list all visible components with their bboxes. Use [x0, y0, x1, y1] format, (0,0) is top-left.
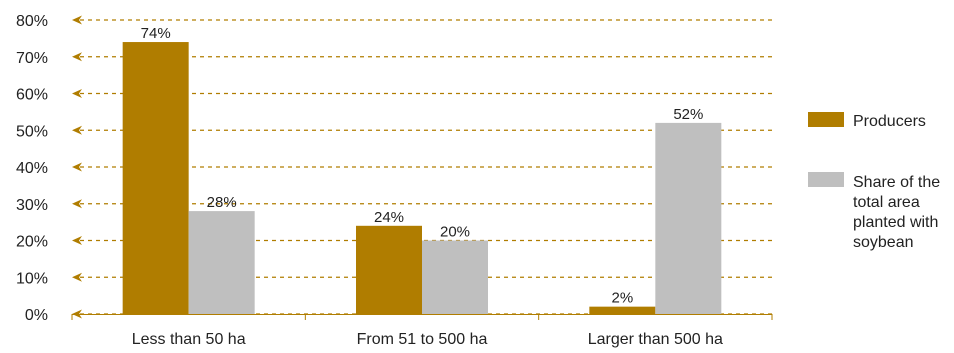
- x-axis: Less than 50 ha From 51 to 500 ha Larger t…: [71, 314, 773, 348]
- legend-swatch-share-area: [808, 172, 844, 187]
- bar-share-area: [422, 240, 488, 314]
- y-tick-label: 80%: [16, 13, 48, 30]
- legend-label-share-area: Share of the: [853, 174, 940, 191]
- data-label: 24%: [374, 209, 404, 226]
- legend-label-share-area: planted with: [853, 214, 938, 231]
- bar-share-area: [188, 211, 255, 314]
- data-label: 2%: [611, 290, 633, 307]
- y-tick-label: 40%: [16, 160, 48, 177]
- bar-producers: [589, 306, 656, 314]
- gridline-arrow: [72, 272, 82, 282]
- y-tick-label: 70%: [16, 50, 48, 67]
- gridline-arrow: [72, 89, 82, 98]
- data-labels: 74% 28% 24% 20% 2% 52%: [141, 25, 704, 307]
- legend-swatch-producers: [808, 112, 844, 127]
- gridline-arrow: [72, 199, 82, 209]
- y-tick-label: 60%: [16, 87, 48, 104]
- gridline-arrow: [72, 125, 82, 135]
- legend-label-share-area: soybean: [853, 234, 914, 251]
- data-label: 28%: [207, 194, 237, 211]
- gridline-arrow: [72, 52, 82, 62]
- data-label: 74%: [141, 25, 171, 42]
- data-label: 52%: [673, 106, 703, 123]
- y-tick-label: 50%: [16, 123, 48, 140]
- bars: [122, 42, 722, 315]
- bar-producers: [122, 42, 189, 315]
- legend-label-producers: Producers: [853, 113, 926, 130]
- y-tick-label: 0%: [25, 307, 48, 324]
- legend-label-share-area: total area: [853, 194, 920, 211]
- x-category-label: Less than 50 ha: [132, 331, 246, 348]
- y-axis-ticks: 0% 10% 20% 30% 40% 50% 60% 70% 80%: [16, 13, 48, 324]
- gridline-arrow: [72, 162, 82, 172]
- gridline-arrow: [72, 15, 82, 25]
- x-category-label: From 51 to 500 ha: [357, 331, 488, 348]
- gridline-arrow: [72, 236, 82, 245]
- bar-producers: [356, 225, 422, 314]
- y-tick-label: 20%: [16, 234, 48, 251]
- data-label: 20%: [440, 224, 470, 241]
- y-tick-label: 30%: [16, 197, 48, 214]
- y-tick-label: 10%: [16, 270, 48, 287]
- legend: Producers Share of the total area planted w…: [808, 112, 940, 251]
- bar-share-area: [655, 122, 722, 315]
- x-category-label: Larger than 500 ha: [588, 331, 723, 348]
